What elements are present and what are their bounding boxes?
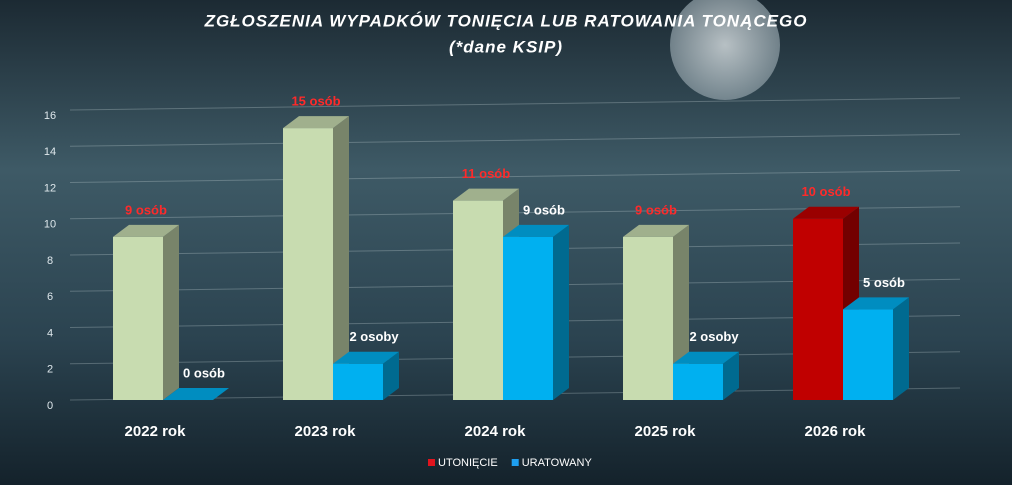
bar-top [503,224,569,237]
moon [670,0,780,100]
value-label: 5 osób [863,275,905,290]
bar-top [623,224,689,237]
value-label: 11 osób [462,166,510,181]
legend-label: URATOWANY [522,457,593,469]
bar [793,218,843,400]
chart-subtitle: (*dane KSIP) [449,37,563,56]
y-tick-label: 12 [44,182,56,194]
chart-title: ZGŁOSZENIA WYPADKÓW TONIĘCIA LUB RATOWAN… [204,11,808,30]
bar-side [723,351,739,400]
bar [283,128,333,400]
legend-swatch [428,459,435,466]
bar-top [283,116,349,129]
bar-side [553,224,569,400]
y-tick-label: 4 [47,327,53,339]
bar-top [163,388,229,400]
y-tick-label: 2 [47,364,53,376]
bar [333,363,383,400]
bar [503,236,553,400]
bar-top [673,351,739,364]
bar-top [843,297,909,310]
bar [623,236,673,400]
bar-top [333,351,399,364]
grid-line [69,133,961,147]
x-tick-label: 2025 rok [635,423,697,440]
bar-top [793,206,859,219]
value-label: 2 osoby [689,329,739,344]
value-label: 10 osób [801,184,850,199]
bar [113,236,163,400]
x-tick-label: 2026 rok [805,423,867,440]
bar-top [113,224,179,237]
y-tick-label: 14 [44,146,56,158]
value-label: 15 osób [291,94,340,109]
bar-side [163,224,179,400]
y-tick-label: 0 [47,400,53,412]
bar-side [383,351,399,400]
legend-swatch [511,459,519,466]
grid-line [69,97,961,111]
bar [843,309,893,400]
x-tick-label: 2024 rok [465,423,527,440]
x-tick-label: 2023 rok [295,423,357,440]
value-label: 2 osoby [349,329,399,344]
value-label: 9 osób [125,202,167,217]
value-label: 9 osób [523,202,565,217]
x-tick-label: 2022 rok [125,423,187,440]
bar-side [893,297,909,400]
grid-line [69,170,961,183]
value-label: 9 osób [635,202,677,217]
y-tick-label: 8 [47,255,53,267]
bar [673,363,723,400]
y-tick-label: 6 [47,291,53,303]
bar-top [453,188,519,201]
y-tick-label: 10 [44,219,56,231]
y-tick-label: 16 [44,110,56,122]
value-label: 0 osób [183,365,225,380]
bar-side [333,116,349,400]
bar [453,200,503,400]
legend-label: UTONIĘCIE [438,457,498,469]
